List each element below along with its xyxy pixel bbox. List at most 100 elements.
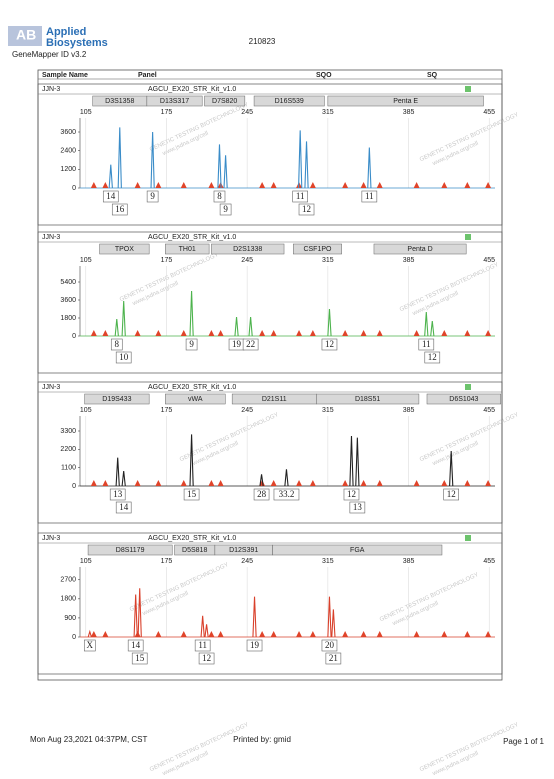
allele-box [273,488,300,501]
y-tick-label: 2700 [60,577,76,584]
watermark-text: GENETIC TESTING BIOTECHNOLOGY [419,722,520,773]
allele-label: 11 [422,339,431,349]
peak [121,470,126,487]
marker-box [99,243,150,255]
size-standard-peak [441,631,448,637]
marker-name: D12S391 [229,547,258,554]
x-tick-label: 105 [80,109,92,116]
panel-frame [37,532,503,675]
marker-box [426,393,502,405]
allele-box [185,338,198,351]
allele-label: 15 [135,653,145,663]
panel-frame [37,381,503,524]
x-tick-label: 315 [322,558,334,565]
watermark: GENETIC TESTING BIOTECHNOLOGYwww.jsdna.o… [129,562,230,618]
size-standard-peak [90,182,97,188]
size-standard-peak [134,330,141,336]
allele-box [443,488,459,501]
size-standard-peak [342,480,349,486]
size-standard-peak [309,480,316,486]
marker-box [293,243,342,255]
allele-box [115,351,132,364]
marker-box [327,95,484,107]
marker-name: Penta E [393,98,418,105]
allele-label: 12 [302,204,311,214]
peak [114,318,119,337]
marker-name: D5S818 [182,547,207,554]
size-standard-peak [270,480,277,486]
peak [223,155,228,189]
x-tick-label: 315 [322,257,334,264]
column-header: Sample Name [42,72,88,79]
watermark: GENETIC TESTING BIOTECHNOLOGYwww.jsdna.o… [419,112,520,168]
peak [87,629,92,638]
size-standard-peak [208,330,215,336]
size-standard-peak [413,182,420,188]
allele-label: 9 [189,339,194,349]
allele-label: X [87,640,94,650]
run-id: 210823 [249,37,276,46]
allele-label: 12 [447,489,456,499]
size-standard-peak [134,480,141,486]
watermark: GENETIC TESTING BIOTECHNOLOGYwww.jsdna.o… [179,412,280,468]
allele-box [146,190,159,203]
size-standard-peak [485,480,492,486]
panel-frame [37,83,503,226]
size-standard-peak [464,330,471,336]
size-standard-peak [413,330,420,336]
size-standard-peak [180,631,187,637]
y-tick-label: 900 [64,615,76,622]
marker-box [146,95,203,107]
allele-box [219,203,232,216]
status-flag [465,535,471,541]
allele-box [292,190,308,203]
peak [349,435,354,487]
peak [189,434,194,487]
size-standard-peak [376,480,383,486]
allele-box [131,652,148,665]
size-standard-peak [342,182,349,188]
peak [259,474,264,487]
size-standard-peak [296,480,303,486]
sample-name: JJN-3 [42,384,60,391]
size-standard-peak [360,330,367,336]
brand: Applied [46,26,86,38]
y-tick-label: 1100 [61,465,76,472]
allele-box [253,488,270,501]
marker-name: D18S51 [355,396,380,403]
allele-box [361,190,378,203]
x-tick-label: 245 [241,109,253,116]
size-standard-peak [376,182,383,188]
allele-label: 20 [325,640,335,650]
allele-label: 8 [217,191,222,201]
size-standard-peak [208,631,215,637]
x-tick-label: 105 [80,407,92,414]
peak [117,127,122,189]
size-standard-peak [441,182,448,188]
marker-name: D8S1179 [116,547,145,554]
size-standard-peak [208,480,215,486]
allele-label: 22 [246,339,255,349]
size-standard-peak [259,182,266,188]
allele-label: 33.2 [279,489,295,499]
size-standard-peak [102,330,109,336]
y-tick-label: 3600 [60,297,76,304]
size-standard-peak [270,182,277,188]
peak [284,469,289,487]
software: GeneMapper ID v3.2 [12,50,87,59]
watermark-text: GENETIC TESTING BIOTECHNOLOGY [179,412,280,463]
column-header: SQ [427,72,438,79]
peak [217,144,222,189]
size-standard-peak [102,182,109,188]
marker-name: D16S539 [275,98,304,105]
size-standard-peak [296,330,303,336]
allele-label: 11 [296,191,305,201]
allele-box [246,639,263,652]
peak [189,290,194,337]
allele-label: 15 [187,489,197,499]
watermark: GENETIC TESTING BIOTECHNOLOGYwww.jsdna.o… [419,412,520,468]
x-tick-label: 105 [80,558,92,565]
size-standard-peak [485,182,492,188]
size-standard-peak [180,330,187,336]
